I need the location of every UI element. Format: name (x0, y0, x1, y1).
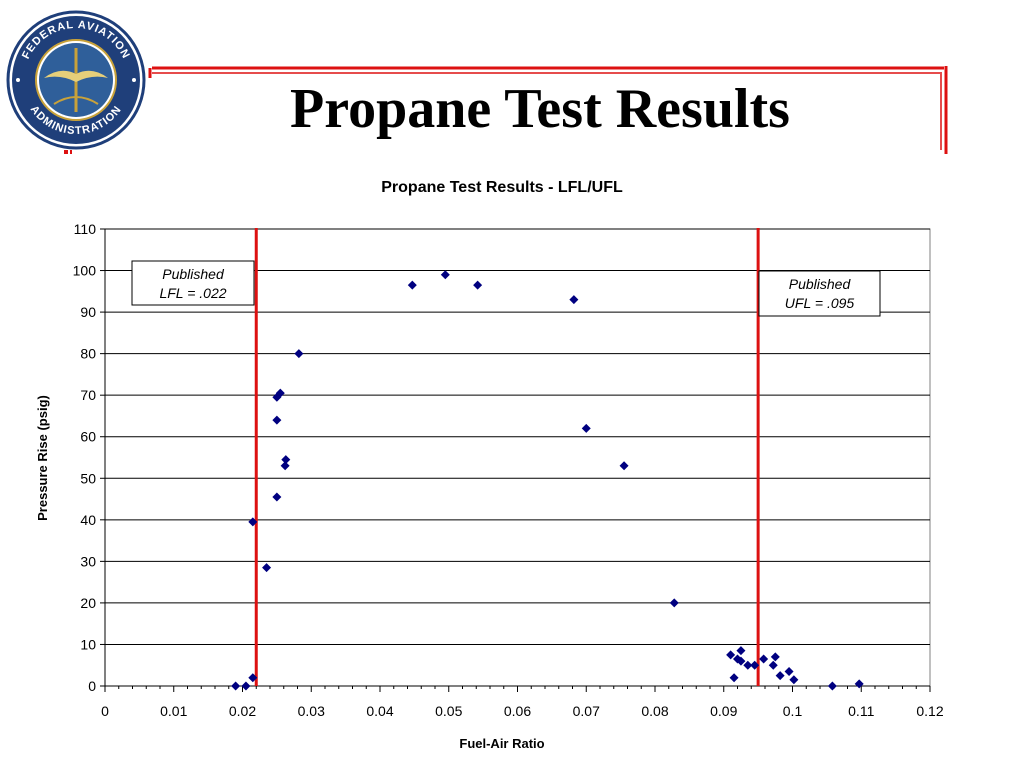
data-point (770, 652, 780, 662)
data-point (750, 660, 760, 670)
data-point (726, 650, 736, 660)
data-point (248, 517, 258, 527)
y-tick-label: 60 (80, 429, 96, 445)
x-tick-label: 0.05 (435, 703, 462, 719)
data-point (736, 656, 746, 666)
lfl-annotation-box (131, 260, 255, 306)
slide-title: Propane Test Results (290, 78, 790, 140)
data-point (272, 492, 282, 502)
chart-title: Propane Test Results - LFL/UFL (381, 179, 623, 196)
data-point (789, 675, 799, 685)
data-point (729, 673, 739, 683)
data-point (775, 671, 785, 681)
data-point (262, 563, 272, 573)
y-axis-label: Pressure Rise (psig) (35, 395, 50, 521)
x-axis-label: Fuel-Air Ratio (459, 736, 544, 751)
x-tick-label: 0.03 (298, 703, 325, 719)
ufl-annotation-box (758, 270, 881, 317)
x-tick-label: 0.02 (229, 703, 256, 719)
data-point (248, 673, 258, 683)
data-point (768, 660, 778, 670)
y-tick-label: 90 (80, 304, 96, 320)
lfl-annotation-line1: Published (162, 266, 225, 282)
title-frame-decoration (64, 66, 948, 154)
y-tick-label: 10 (80, 636, 96, 652)
data-point (280, 461, 290, 471)
x-tick-label: 0.1 (783, 703, 803, 719)
lfl-annotation-line2: LFL = .022 (159, 285, 226, 301)
data-point (827, 681, 837, 691)
data-point (854, 679, 864, 689)
data-point (669, 598, 679, 608)
x-tick-label: 0.04 (366, 703, 393, 719)
data-point (759, 654, 769, 664)
x-tick-label: 0.01 (160, 703, 187, 719)
data-point (241, 681, 251, 691)
x-tick-label: 0.12 (916, 703, 943, 719)
y-tick-label: 70 (80, 387, 96, 403)
plot-area: 0 10 20 30 40 50 60 70 80 90 100 110 0 0.01 0.02 0.03 0.… (73, 221, 944, 719)
data-point (281, 455, 291, 465)
faa-seal-logo: FEDERAL AVIATION ADMINISTRATION (6, 10, 146, 150)
data-point (440, 270, 450, 280)
data-point (275, 388, 285, 398)
y-tick-label: 80 (80, 346, 96, 362)
x-tick-label: 0.07 (573, 703, 600, 719)
y-tick-label: 40 (80, 512, 96, 528)
data-point (294, 349, 304, 359)
y-tick-label: 100 (73, 263, 97, 279)
data-point (272, 415, 282, 425)
x-tick-label: 0 (101, 703, 109, 719)
y-tick-label: 20 (80, 595, 96, 611)
data-point (736, 646, 746, 656)
y-tick-label: 50 (80, 470, 96, 486)
data-point (733, 654, 742, 664)
x-tick-label: 0.09 (710, 703, 737, 719)
scatter-chart: Propane Test Results - LFL/UFL Fuel-Air … (35, 179, 944, 751)
ufl-annotation-line1: Published (789, 276, 852, 292)
y-tick-label: 110 (74, 221, 97, 237)
data-point (743, 660, 753, 670)
y-tick-label: 30 (80, 553, 96, 569)
data-point (619, 461, 629, 471)
data-point (231, 681, 241, 691)
ufl-annotation-line2: UFL = .095 (785, 295, 855, 311)
x-tick-label: 0.11 (848, 703, 874, 719)
data-point (473, 280, 483, 290)
data-point (581, 423, 591, 433)
data-point (407, 280, 417, 290)
data-point (569, 295, 579, 305)
x-tick-label: 0.06 (504, 703, 531, 719)
y-tick-label: 0 (88, 678, 96, 694)
x-tick-label: 0.08 (641, 703, 668, 719)
data-point (784, 666, 794, 676)
